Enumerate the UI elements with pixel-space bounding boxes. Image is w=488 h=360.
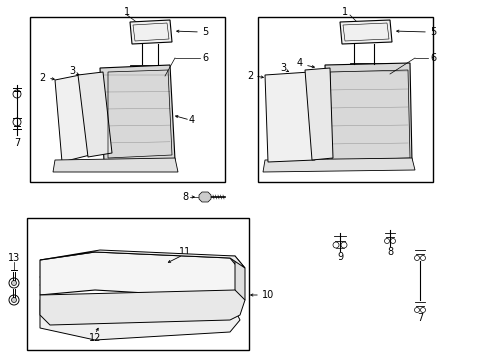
Polygon shape: [305, 68, 332, 160]
Circle shape: [149, 73, 155, 79]
Polygon shape: [130, 20, 172, 44]
Text: 13: 13: [8, 253, 20, 263]
Text: 11: 11: [179, 247, 191, 257]
Polygon shape: [100, 65, 175, 162]
Polygon shape: [199, 192, 210, 202]
Text: 4: 4: [296, 58, 303, 68]
Bar: [130, 65, 160, 87]
Circle shape: [134, 73, 140, 79]
Text: 3: 3: [279, 63, 285, 73]
Circle shape: [376, 71, 382, 77]
Polygon shape: [264, 72, 314, 162]
Polygon shape: [78, 72, 112, 157]
Text: 6: 6: [429, 53, 435, 63]
Text: 5: 5: [429, 27, 435, 37]
Circle shape: [12, 297, 17, 302]
Text: 3: 3: [69, 66, 75, 76]
Text: 5: 5: [202, 27, 208, 37]
Polygon shape: [40, 250, 244, 268]
Circle shape: [12, 280, 17, 285]
Polygon shape: [40, 290, 244, 325]
Circle shape: [354, 71, 360, 77]
Text: 8: 8: [386, 247, 392, 257]
Text: 9: 9: [336, 252, 343, 262]
Polygon shape: [263, 158, 414, 172]
Bar: [258, 17, 432, 182]
Text: 1: 1: [341, 7, 347, 17]
Text: 7: 7: [14, 138, 20, 148]
Polygon shape: [40, 252, 240, 300]
Text: 6: 6: [202, 53, 208, 63]
Text: 12: 12: [89, 333, 101, 343]
Text: 2: 2: [246, 71, 253, 81]
Text: 1: 1: [123, 7, 130, 17]
Text: 10: 10: [262, 290, 274, 300]
Text: 4: 4: [188, 115, 195, 125]
Polygon shape: [339, 20, 391, 44]
Polygon shape: [325, 63, 411, 164]
Bar: [27, 218, 248, 350]
Text: 7: 7: [416, 313, 422, 323]
Bar: [30, 17, 224, 182]
Polygon shape: [53, 158, 178, 172]
Polygon shape: [55, 75, 90, 162]
Bar: [349, 63, 389, 85]
Polygon shape: [40, 300, 240, 340]
Text: 2: 2: [39, 73, 45, 83]
Text: 8: 8: [182, 192, 188, 202]
Polygon shape: [235, 256, 244, 300]
